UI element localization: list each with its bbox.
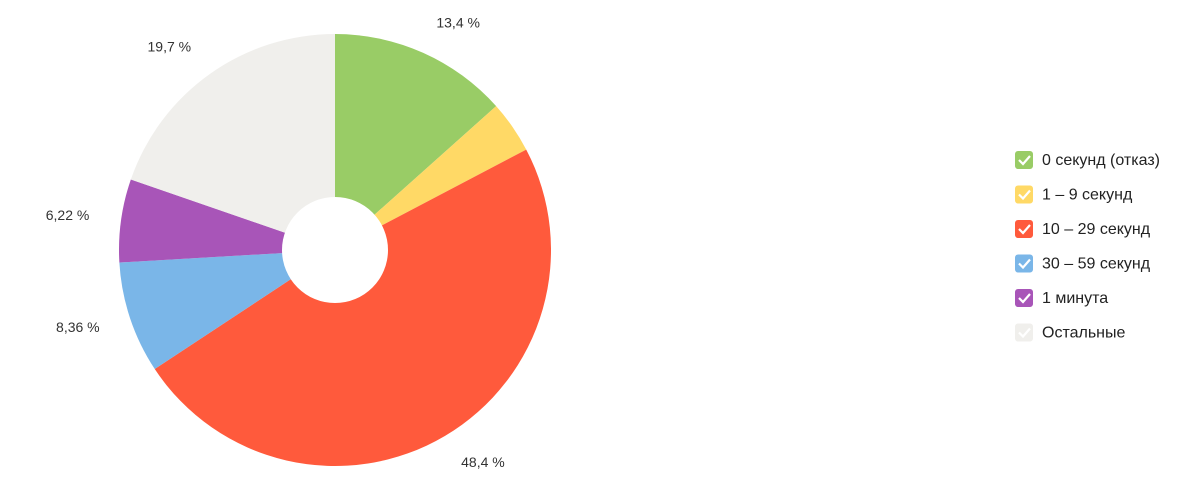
legend-check <box>1018 224 1031 235</box>
legend-item[interactable]: 1 – 9 секунд <box>1015 185 1133 204</box>
legend-check <box>1018 293 1031 304</box>
legend-item[interactable]: 0 секунд (отказ) <box>1015 151 1160 169</box>
legend-item[interactable]: 10 – 29 секунд <box>1015 220 1151 238</box>
pie-slice <box>154 149 551 466</box>
donut-hole <box>282 197 388 303</box>
legend-label: 10 – 29 секунд <box>1042 221 1151 238</box>
legend-check <box>1018 155 1031 166</box>
legend-check <box>1018 327 1031 339</box>
legend-check <box>1018 189 1031 201</box>
pie-slice <box>119 250 335 370</box>
legend-checkbox[interactable] <box>1015 289 1033 307</box>
legend-item[interactable]: Остальные <box>1015 323 1126 342</box>
legend-label: 1 минута <box>1042 290 1108 307</box>
slice-label: 19,7 % <box>148 39 192 55</box>
pie-slice <box>118 179 335 263</box>
slice-label: 48,4 % <box>461 454 505 470</box>
legend-item[interactable]: 1 минута <box>1015 289 1108 307</box>
legend-label: 0 секунд (отказ) <box>1042 152 1160 169</box>
legend-label: 30 – 59 секунд <box>1042 256 1151 273</box>
legend-label: 1 – 9 секунд <box>1042 187 1133 204</box>
slice-label: 8,36 % <box>56 319 100 335</box>
legend-checkbox[interactable] <box>1015 151 1033 169</box>
slice-label: 13,4 % <box>436 14 480 30</box>
slice-label: 6,22 % <box>46 207 90 223</box>
legend-checkbox[interactable] <box>1015 254 1033 273</box>
legend-label: Остальные <box>1042 325 1126 342</box>
pie-slice <box>130 34 335 250</box>
pie-slice <box>335 34 497 250</box>
legend-checkbox[interactable] <box>1015 185 1033 204</box>
legend-item[interactable]: 30 – 59 секунд <box>1015 254 1151 273</box>
legend-check <box>1018 258 1031 270</box>
legend-checkbox[interactable] <box>1015 323 1033 342</box>
pie-slice <box>335 106 527 250</box>
legend-checkbox[interactable] <box>1015 220 1033 238</box>
